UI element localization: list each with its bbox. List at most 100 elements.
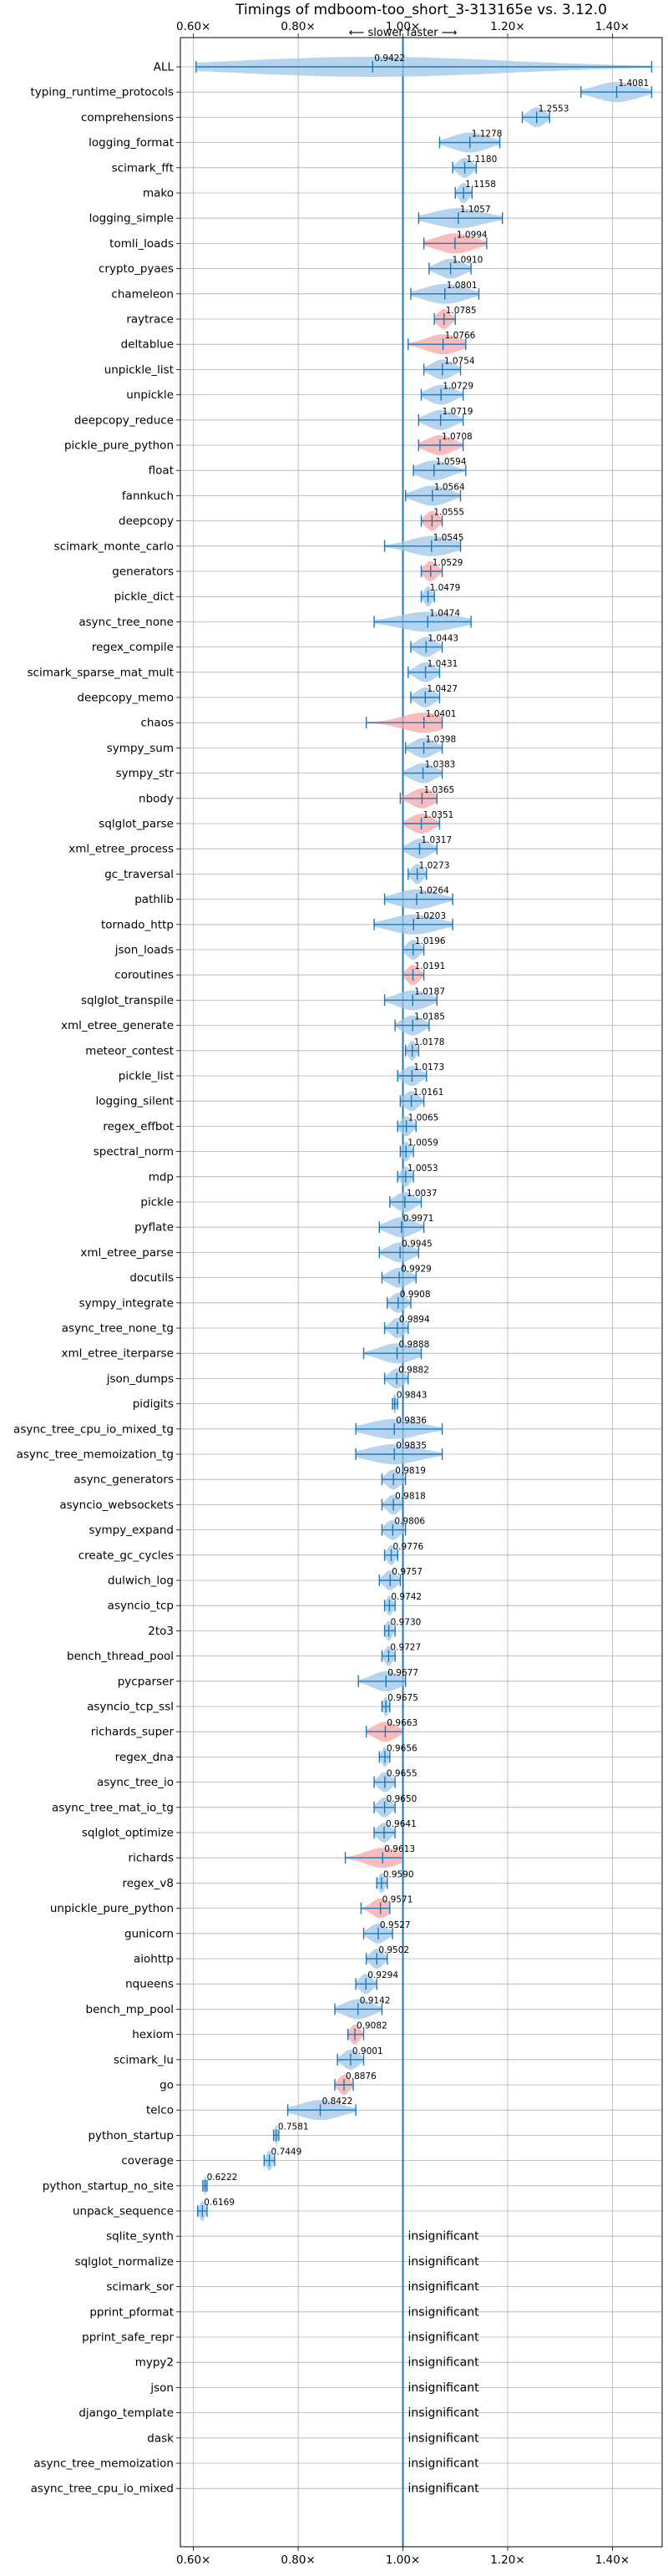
data-label: 1.0785	[446, 306, 477, 316]
category-label: dulwich_log	[108, 1575, 174, 1588]
category-label: django_template	[78, 2406, 174, 2420]
data-label: 0.9502	[378, 1945, 409, 1955]
category-label: async_tree_mat_io_tg	[52, 1801, 174, 1814]
insignificant-label: insignificant	[408, 2230, 480, 2244]
data-label: 1.0479	[430, 583, 461, 593]
data-label: 0.9571	[382, 1895, 413, 1905]
category-label: json_loads	[114, 944, 174, 957]
category-label: asyncio_tcp_ssl	[87, 1701, 174, 1714]
data-label: 0.8876	[346, 2071, 377, 2082]
category-label: gc_traversal	[104, 868, 174, 881]
data-label: 1.0203	[415, 911, 446, 921]
data-label: 0.9655	[387, 1769, 418, 1779]
data-label: 1.1057	[460, 205, 491, 215]
data-label: 1.0264	[418, 886, 449, 896]
data-label: 1.2553	[539, 104, 569, 114]
category-label: scimark_fft	[112, 161, 174, 175]
data-label: 1.0161	[413, 1088, 444, 1098]
data-label: 0.9422	[374, 53, 405, 63]
category-label: raytrace	[126, 313, 174, 327]
data-label: 1.0754	[444, 356, 475, 366]
category-label: xml_etree_generate	[61, 1019, 174, 1032]
category-label: pidigits	[133, 1397, 174, 1411]
data-label: 0.9641	[386, 1819, 417, 1829]
category-label: scimark_sparse_mat_mult	[28, 666, 174, 679]
insignificant-label: insignificant	[408, 2356, 480, 2370]
category-label: tornado_http	[101, 918, 174, 931]
data-label: 1.0185	[414, 1012, 445, 1022]
data-label: 1.0910	[453, 256, 483, 266]
category-label: fannkuch	[122, 489, 174, 503]
data-label: 1.0351	[423, 810, 454, 820]
data-label: 1.0037	[407, 1189, 438, 1199]
category-label: pycparser	[118, 1675, 175, 1688]
category-label: hexiom	[132, 2028, 174, 2041]
data-label: 1.0059	[407, 1138, 438, 1149]
category-label: pickle_dict	[114, 591, 174, 604]
data-label: 0.9835	[396, 1441, 427, 1451]
category-label: logging_simple	[89, 212, 174, 226]
data-label: 0.9527	[380, 1920, 411, 1930]
data-label: 0.9742	[391, 1592, 422, 1602]
category-label: pprint_pformat	[89, 2305, 174, 2319]
data-label: 0.7449	[271, 2148, 302, 2158]
x-tick-label-top: 1.20×	[490, 20, 524, 33]
category-label: coroutines	[114, 969, 174, 982]
data-label: 0.8422	[322, 2097, 353, 2107]
axes-frame	[180, 37, 663, 2548]
category-label: richards	[129, 1852, 174, 1865]
data-label: 1.0766	[445, 331, 476, 341]
data-label: 0.9929	[401, 1265, 432, 1275]
data-label: 0.9806	[394, 1517, 425, 1527]
data-label: 0.9727	[390, 1643, 421, 1653]
category-label: coverage	[121, 2154, 174, 2168]
category-label: crypto_pyaes	[99, 262, 174, 276]
data-label: 0.9142	[360, 1995, 391, 2006]
category-label: generators	[112, 565, 174, 579]
category-label: deepcopy_reduce	[74, 413, 174, 427]
category-label: pickle_list	[119, 1070, 174, 1083]
insignificant-label: insignificant	[408, 2431, 480, 2445]
data-label: 1.0431	[428, 659, 458, 669]
data-label: 0.9613	[384, 1844, 415, 1854]
data-label: 0.9294	[367, 1970, 398, 1980]
category-label: sympy_str	[116, 767, 175, 780]
insignificant-label: insignificant	[408, 2305, 480, 2319]
data-label: 1.0317	[421, 835, 452, 845]
insignificant-label: insignificant	[408, 2331, 480, 2345]
category-label: sqlglot_parse	[99, 818, 174, 831]
x-tick-label-top: 0.60×	[176, 20, 210, 33]
data-label: 0.9908	[400, 1290, 431, 1300]
category-label: python_startup	[88, 2129, 174, 2142]
category-label: python_startup_no_site	[43, 2179, 174, 2193]
category-label: meteor_contest	[85, 1044, 174, 1057]
category-label: pickle	[140, 1196, 174, 1209]
category-label: unpack_sequence	[73, 2205, 174, 2219]
category-label: pprint_safe_repr	[82, 2331, 174, 2345]
category-label: docutils	[129, 1271, 174, 1285]
category-label: mdp	[149, 1170, 174, 1184]
category-label: chameleon	[111, 287, 174, 301]
data-label: 1.0994	[457, 230, 488, 240]
category-label: gunicorn	[124, 1927, 174, 1940]
data-label: 1.0729	[443, 382, 473, 392]
insignificant-label: insignificant	[408, 2482, 480, 2496]
category-label: sympy_sum	[107, 742, 174, 755]
x-tick-label-top: 1.40×	[595, 20, 630, 33]
data-label: 0.9894	[399, 1315, 430, 1325]
x-tick-label-bottom: 1.20×	[490, 2553, 524, 2567]
data-label: 1.0365	[423, 785, 454, 795]
data-label: 1.0053	[407, 1164, 438, 1174]
category-label: scimark_monte_carlo	[54, 540, 174, 553]
category-label: xml_etree_iterparse	[62, 1347, 175, 1361]
category-label: sqlglot_normalize	[75, 2255, 174, 2269]
category-label: regex_compile	[92, 641, 174, 654]
category-label: async_generators	[73, 1473, 174, 1487]
category-label: sympy_expand	[89, 1524, 174, 1537]
category-label: sqlglot_optimize	[82, 1827, 174, 1840]
category-label: xml_etree_parse	[80, 1246, 174, 1260]
insignificant-label: insignificant	[408, 2457, 480, 2471]
category-label: chaos	[140, 717, 174, 730]
category-label: telco	[146, 2104, 174, 2117]
